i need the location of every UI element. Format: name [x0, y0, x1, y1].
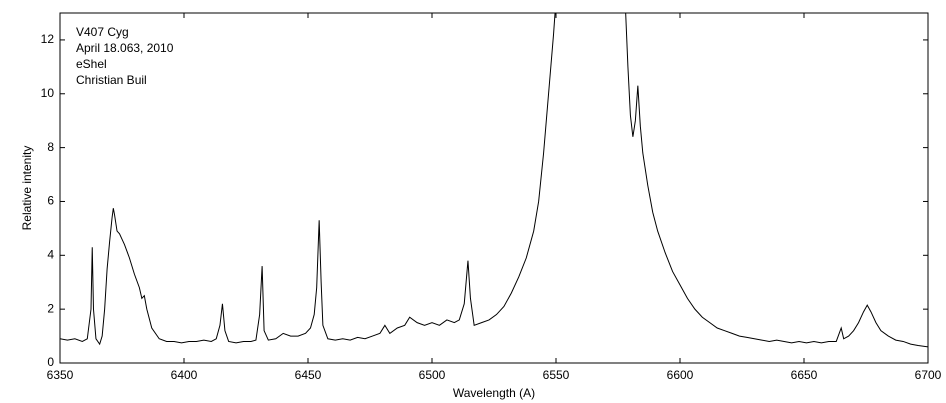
- y-tick-label: 12: [41, 32, 55, 46]
- x-tick-label: 6500: [419, 368, 446, 382]
- annotation: V407 Cyg: [76, 25, 129, 39]
- y-tick-label: 8: [47, 140, 54, 154]
- x-tick-label: 6600: [667, 368, 694, 382]
- plot-frame: [59, 12, 929, 364]
- y-tick-label: 4: [47, 247, 54, 261]
- y-tick-label: 6: [47, 194, 54, 208]
- spectrum-line: [60, 13, 928, 348]
- y-tick-label: 0: [47, 355, 54, 369]
- annotation: Christian Buil: [76, 73, 147, 87]
- annotation: April 18.063, 2010: [76, 41, 174, 55]
- x-tick-label: 6450: [295, 368, 322, 382]
- x-tick-label: 6400: [171, 368, 198, 382]
- x-tick-label: 6350: [47, 368, 74, 382]
- y-tick-label: 2: [47, 301, 54, 315]
- y-axis-label: Relative intenity: [20, 146, 34, 231]
- annotation: eShel: [76, 57, 107, 71]
- x-axis-label: Wavelength (A): [453, 386, 535, 400]
- y-tick-label: 10: [41, 86, 55, 100]
- x-tick-label: 6550: [543, 368, 570, 382]
- x-tick-label: 6650: [791, 368, 818, 382]
- x-tick-label: 6700: [915, 368, 942, 382]
